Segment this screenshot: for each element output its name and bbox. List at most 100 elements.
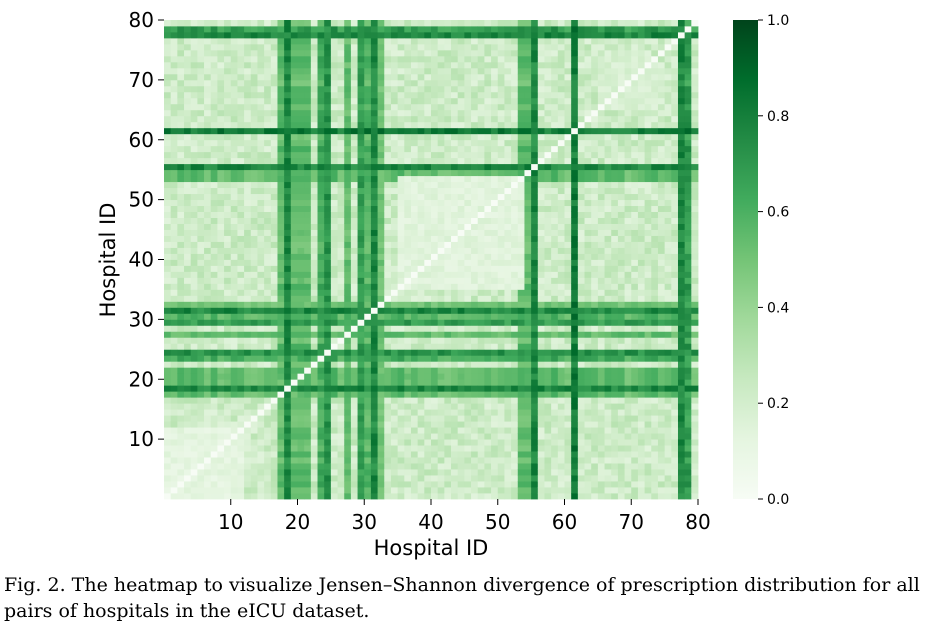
heatmap-cell	[457, 469, 465, 476]
heatmap-cell	[190, 205, 198, 212]
heatmap-cell	[284, 457, 292, 464]
heatmap-cell	[310, 163, 318, 171]
heatmap-cell	[370, 427, 378, 434]
heatmap-cell	[177, 481, 185, 488]
heatmap-cell	[217, 409, 225, 416]
heatmap-cell	[551, 487, 559, 494]
heatmap-cell	[464, 211, 472, 218]
heatmap-cell	[531, 439, 539, 446]
heatmap-cell	[204, 247, 212, 254]
heatmap-cell	[330, 463, 338, 470]
heatmap-cell	[170, 139, 178, 147]
heatmap-cell	[517, 37, 525, 45]
heatmap-cell	[417, 127, 425, 135]
heatmap-cell	[264, 163, 272, 171]
heatmap-cell	[184, 265, 192, 272]
heatmap-cell	[324, 481, 332, 488]
heatmap-cell	[170, 175, 178, 183]
heatmap-cell	[537, 379, 545, 386]
heatmap-cell	[324, 367, 332, 374]
heatmap-cell	[324, 181, 332, 189]
heatmap-cell	[537, 481, 545, 488]
heatmap-cell	[170, 133, 178, 141]
heatmap-cell	[204, 211, 212, 218]
heatmap-cell	[177, 199, 185, 207]
heatmap-cell	[404, 169, 412, 177]
heatmap-cell	[290, 163, 298, 171]
heatmap-cell	[384, 199, 392, 207]
heatmap-cell	[244, 373, 252, 380]
heatmap-cell	[290, 463, 298, 470]
heatmap-cell	[544, 289, 552, 296]
heatmap-cell	[184, 391, 192, 398]
heatmap-cell	[324, 55, 332, 63]
heatmap-cell	[397, 181, 405, 189]
heatmap-cell	[310, 415, 318, 422]
heatmap-cell	[524, 265, 532, 272]
heatmap-cell	[290, 469, 298, 476]
heatmap-cell	[210, 61, 218, 69]
heatmap-cell	[250, 289, 258, 296]
heatmap-cell	[577, 331, 585, 338]
heatmap-cell	[297, 313, 305, 320]
heatmap-cell	[384, 349, 392, 356]
heatmap-cell	[571, 487, 579, 494]
heatmap-cell	[457, 139, 465, 147]
heatmap-cell	[210, 253, 218, 260]
heatmap-cell	[364, 43, 372, 51]
heatmap-cell	[204, 487, 212, 494]
heatmap-cell	[317, 301, 325, 308]
heatmap-cell	[357, 157, 365, 165]
heatmap-cell	[384, 73, 392, 81]
heatmap-cell	[210, 139, 218, 147]
heatmap-cell	[557, 97, 565, 105]
heatmap-cell	[350, 193, 358, 201]
heatmap-cell	[551, 427, 559, 434]
heatmap-cell	[424, 25, 432, 33]
heatmap-cell	[330, 61, 338, 69]
heatmap-cell	[457, 157, 465, 165]
heatmap-cell	[397, 91, 405, 99]
heatmap-cell	[264, 115, 272, 123]
heatmap-cell	[517, 229, 525, 236]
heatmap-cell	[184, 91, 192, 99]
heatmap-cell	[444, 445, 452, 452]
heatmap-cell	[230, 355, 238, 362]
heatmap-cell	[390, 127, 399, 135]
heatmap-cell	[404, 151, 412, 159]
heatmap-cell	[504, 421, 512, 428]
heatmap-cell	[324, 157, 332, 165]
heatmap-cell	[517, 139, 525, 147]
heatmap-cell	[511, 289, 519, 296]
heatmap-cell	[217, 217, 225, 224]
heatmap-cell	[364, 367, 372, 374]
heatmap-cell	[431, 451, 439, 458]
heatmap-cell	[290, 187, 298, 195]
heatmap-cell	[370, 475, 378, 482]
heatmap-cell	[197, 37, 205, 45]
heatmap-cell	[164, 61, 172, 69]
heatmap-cell	[397, 385, 405, 392]
heatmap-cell	[230, 391, 238, 398]
heatmap-cell	[284, 301, 292, 308]
heatmap-cell	[451, 277, 459, 284]
heatmap-cell	[431, 481, 439, 488]
heatmap-cell	[390, 109, 399, 117]
heatmap-cell	[177, 151, 185, 159]
heatmap-cell	[330, 109, 338, 117]
heatmap-cell	[177, 121, 185, 129]
heatmap-cell	[451, 325, 459, 332]
heatmap-cell	[317, 79, 325, 87]
heatmap-cell	[397, 457, 405, 464]
heatmap-cell	[477, 409, 485, 416]
heatmap-cell	[170, 451, 178, 458]
heatmap-cell	[170, 271, 178, 278]
heatmap-cell	[511, 61, 519, 69]
heatmap-cell	[577, 301, 585, 308]
heatmap-cell	[290, 20, 298, 27]
heatmap-cell	[337, 427, 345, 434]
heatmap-cell	[184, 109, 192, 117]
heatmap-cell	[524, 463, 532, 470]
heatmap-cell	[377, 211, 385, 218]
heatmap-cell	[337, 181, 345, 189]
